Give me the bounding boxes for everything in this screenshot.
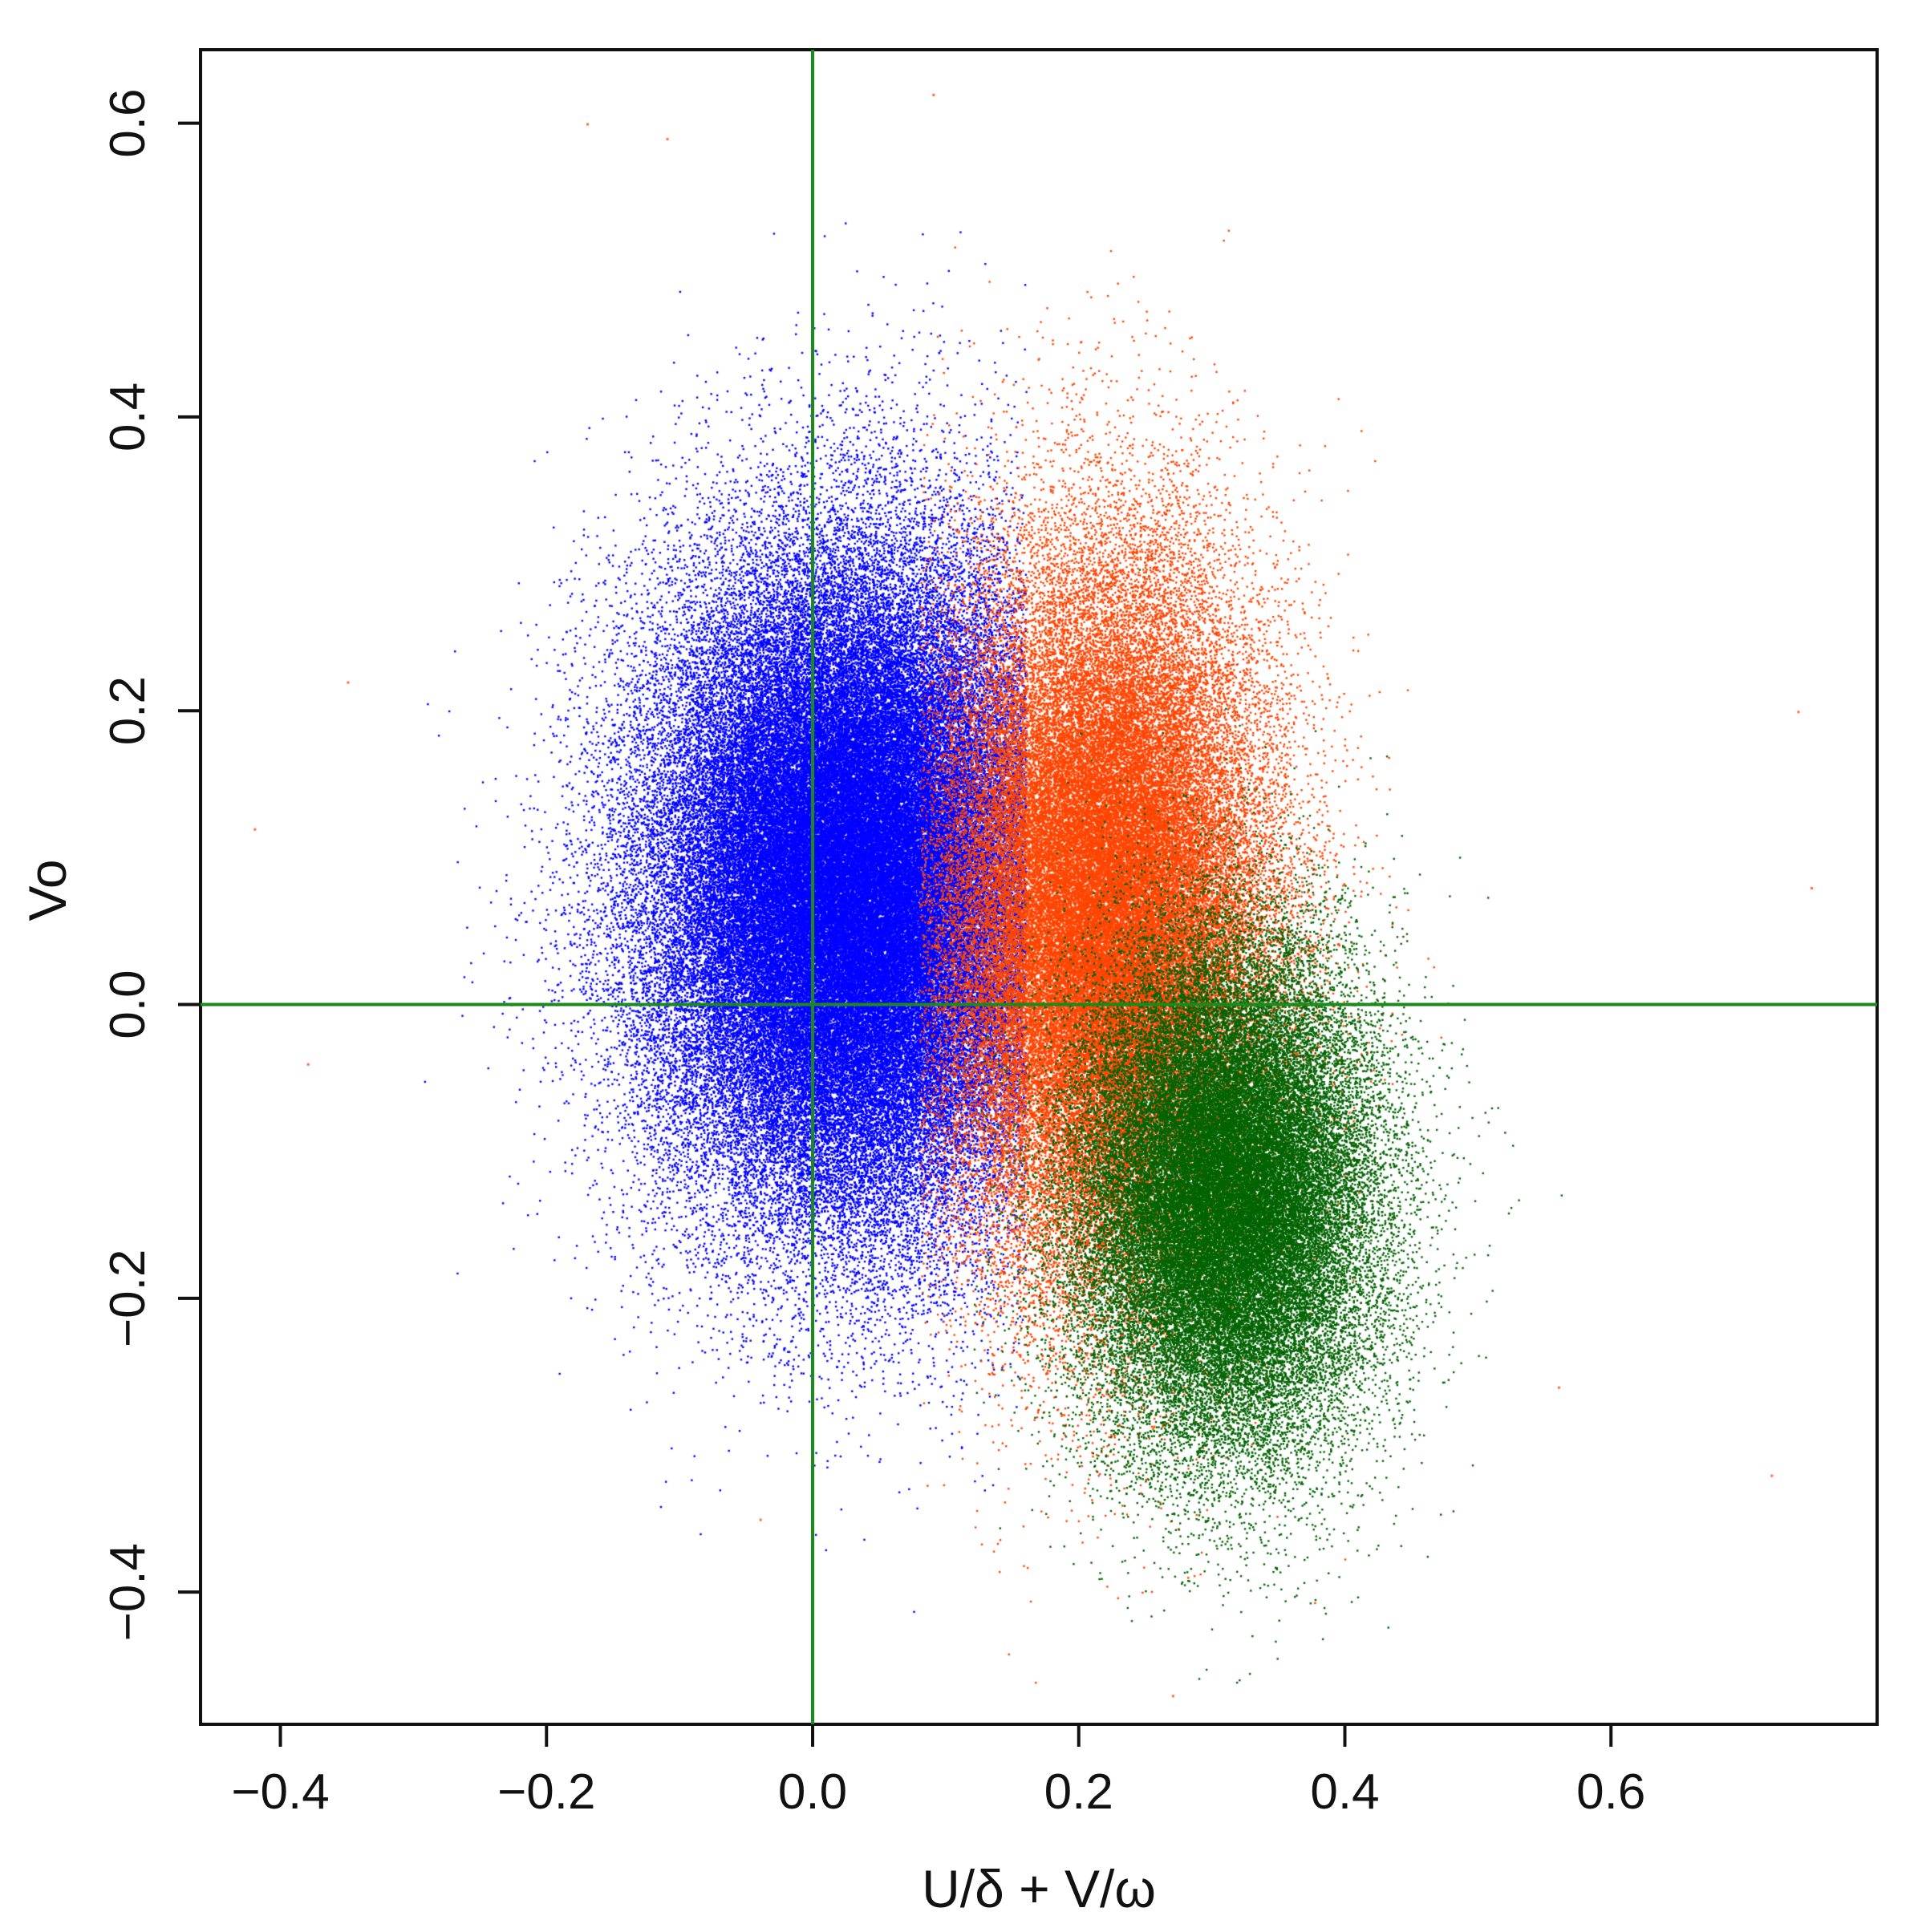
y-axis-title: Vo [18,859,77,921]
x-tick-label: 0.2 [1044,1764,1113,1820]
y-tick-label: −0.2 [100,1250,156,1347]
x-axis-ticks: −0.4 −0.2 0.0 0.2 0.4 0.6 [231,1724,1645,1820]
x-tick-label: −0.2 [497,1764,595,1820]
y-tick-label: 0.2 [100,676,156,745]
y-tick-label: 0.0 [100,970,156,1039]
plot-frame [199,48,1879,1726]
y-tick-label: 0.6 [100,88,156,157]
x-tick-label: −0.4 [231,1764,329,1820]
x-tick-label: 0.4 [1310,1764,1379,1820]
y-tick-label: −0.4 [100,1543,156,1641]
y-tick-label: 0.4 [100,383,156,452]
x-tick-label: 0.6 [1576,1764,1645,1820]
y-axis-ticks: −0.4 −0.2 0.0 0.2 0.4 0.6 [100,88,201,1641]
x-axis-title: U/δ + V/ω [922,1859,1156,1918]
x-tick-label: 0.0 [778,1764,847,1820]
